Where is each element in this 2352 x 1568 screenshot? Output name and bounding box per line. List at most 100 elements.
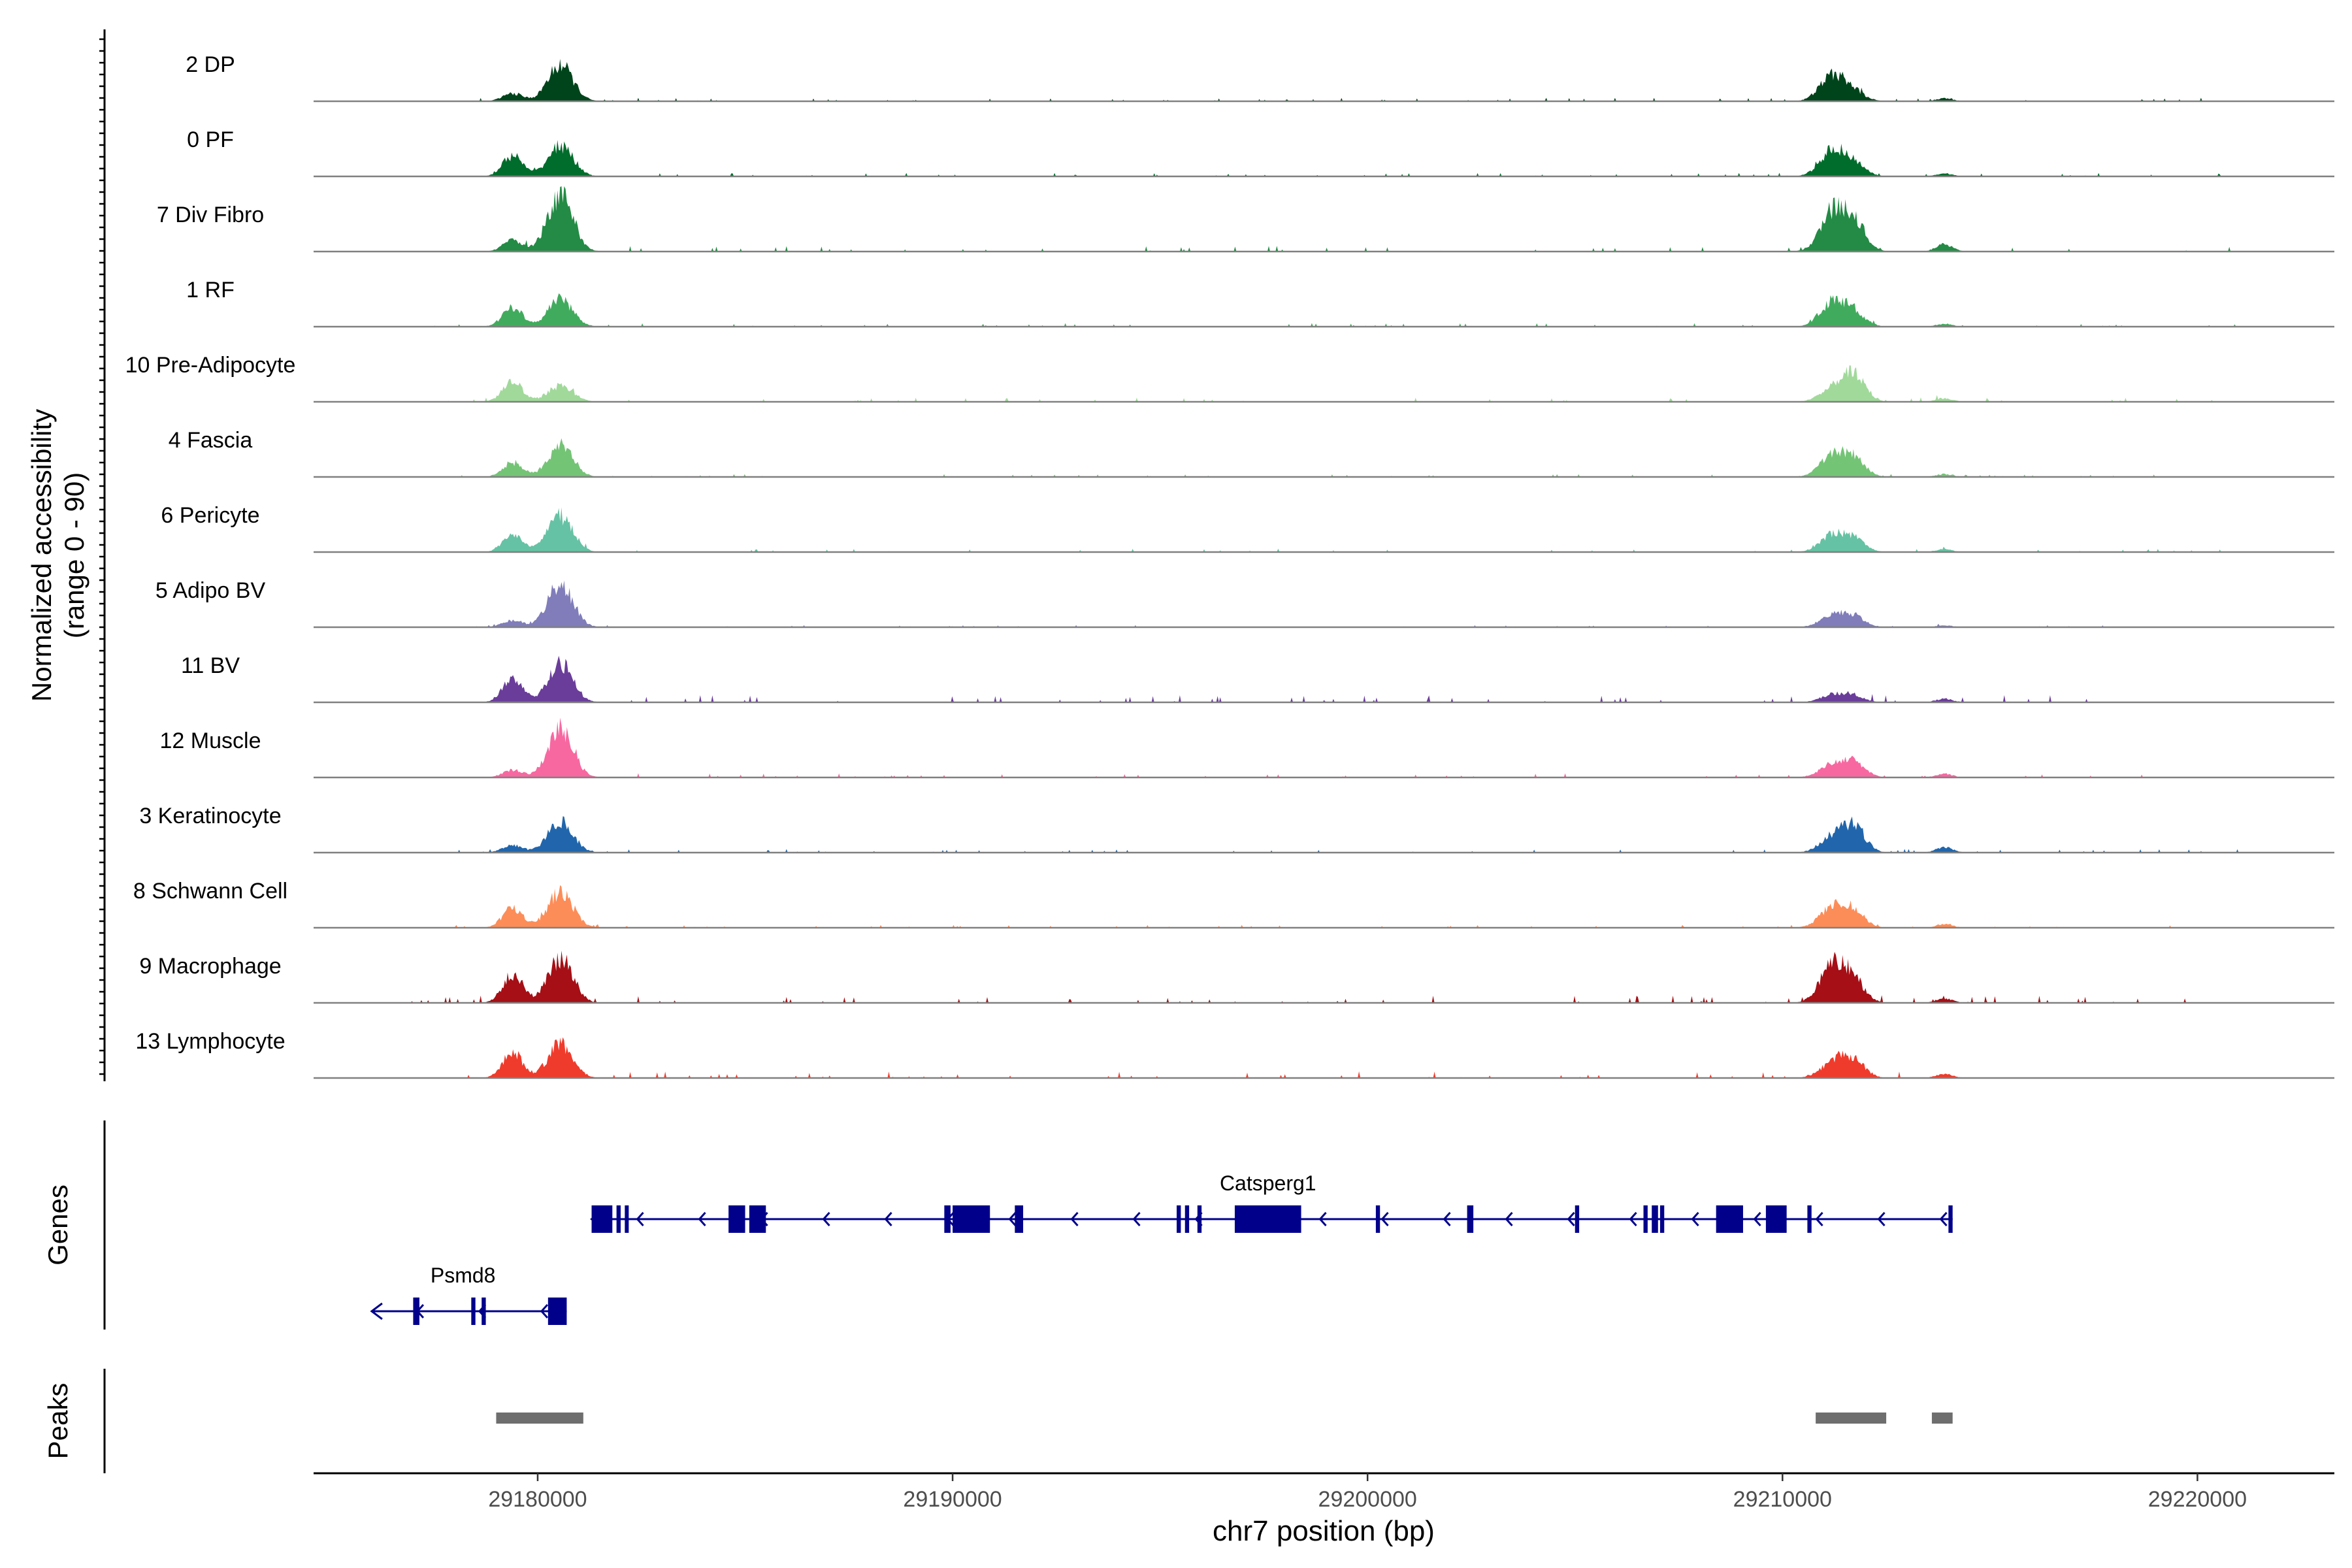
coverage-area <box>314 655 2334 702</box>
exon <box>1184 1205 1190 1233</box>
exon <box>1659 1205 1665 1233</box>
coverage-area <box>314 293 2334 327</box>
track-label: 10 Pre-Adipocyte <box>125 353 296 378</box>
exon <box>471 1298 476 1325</box>
track-label: 1 RF <box>186 278 235 302</box>
strand-arrow <box>698 1211 706 1227</box>
exon <box>1716 1205 1743 1233</box>
x-tick-label: 29220000 <box>2148 1487 2247 1512</box>
gene-annotations: Catsperg1 Psmd8 <box>370 1171 1953 1325</box>
exon <box>1467 1205 1474 1233</box>
x-tick-label: 29180000 <box>488 1487 587 1512</box>
track-label: 7 Div Fibro <box>157 203 264 227</box>
track-4: 1 RF <box>186 278 2334 328</box>
track-14: 13 Lymphocyte <box>135 1029 2334 1079</box>
gene-label: Psmd8 <box>431 1264 496 1287</box>
track-label: 2 DP <box>186 52 235 77</box>
coverage-area <box>314 507 2334 552</box>
track-label: 4 Fascia <box>169 428 253 453</box>
exon <box>1652 1205 1658 1233</box>
track-label: 0 PF <box>187 127 234 152</box>
x-axis-title: chr7 position (bp) <box>1213 1515 1435 1547</box>
exon <box>413 1298 419 1325</box>
track-label: 6 Pericyte <box>161 503 259 528</box>
track-label: 13 Lymphocyte <box>135 1029 285 1054</box>
coverage-tracks: 2 DP 0 PF 7 Div Fibro 1 RF 10 Pre-Adipocyte 4… <box>125 52 2334 1079</box>
coverage-area <box>314 140 2334 176</box>
strand-arrow <box>1815 1211 1823 1227</box>
genes-title: Genes <box>42 1184 73 1266</box>
strand-arrow <box>1132 1211 1141 1227</box>
coverage-area <box>314 717 2334 777</box>
coverage-y-title: Normalized accessibility <box>26 409 57 702</box>
track-10: 12 Muscle <box>160 717 2334 779</box>
strand-arrow <box>1629 1211 1637 1227</box>
track-2: 0 PF <box>187 127 2334 178</box>
coverage-y-subtitle: (range 0 - 90) <box>59 472 90 638</box>
exon <box>591 1205 613 1233</box>
exon <box>1375 1205 1380 1233</box>
peaks-title: Peaks <box>42 1383 73 1460</box>
exon <box>1807 1205 1812 1233</box>
strand-arrow <box>884 1211 892 1227</box>
strand-arrow <box>370 1302 383 1320</box>
track-3: 7 Div Fibro <box>157 186 2334 253</box>
exon <box>1177 1205 1181 1233</box>
coverage-area <box>314 951 2334 1003</box>
exon <box>482 1298 486 1325</box>
exon <box>616 1205 621 1233</box>
gene-catsperg1: Catsperg1 <box>590 1171 1953 1233</box>
track-5: 10 Pre-Adipocyte <box>125 353 2334 403</box>
exon <box>728 1205 745 1233</box>
track-label: 3 Keratinocyte <box>139 804 281 828</box>
gene-label: Catsperg1 <box>1220 1171 1316 1195</box>
x-tick-label: 29190000 <box>903 1487 1002 1512</box>
exon <box>1197 1205 1202 1233</box>
track-label: 11 BV <box>181 653 240 678</box>
peak-region <box>1816 1413 1887 1424</box>
exon <box>1948 1205 1953 1233</box>
x-tick-label: 29210000 <box>1733 1487 1832 1512</box>
peak-region <box>1931 1413 1953 1424</box>
strand-arrow <box>1753 1211 1761 1227</box>
track-label: 12 Muscle <box>160 728 261 753</box>
exon <box>1234 1205 1301 1233</box>
strand-arrow <box>1070 1211 1079 1227</box>
strand-arrow <box>1691 1211 1699 1227</box>
coverage-area <box>314 59 2334 101</box>
exon <box>953 1205 990 1233</box>
track-6: 4 Fascia <box>169 428 2334 478</box>
exon <box>547 1298 567 1325</box>
strand-arrow <box>540 1303 549 1319</box>
coverage-area <box>314 438 2334 477</box>
exon <box>1643 1205 1648 1233</box>
track-label: 5 Adipo BV <box>155 578 266 603</box>
gene-psmd8: Psmd8 <box>370 1264 567 1325</box>
track-label: 9 Macrophage <box>139 954 281 979</box>
x-axis-ticks: 29180000 29190000 29200000 29210000 29220000 <box>488 1473 2247 1512</box>
strand-arrow <box>1008 1211 1017 1227</box>
exon <box>625 1205 629 1233</box>
track-12: 8 Schwann Cell <box>133 879 2334 929</box>
track-13: 9 Macrophage <box>139 951 2334 1004</box>
coverage-area <box>314 580 2334 627</box>
x-tick-label: 29200000 <box>1318 1487 1417 1512</box>
strand-arrow <box>1877 1211 1886 1227</box>
strand-arrow <box>1505 1211 1513 1227</box>
strand-arrow <box>822 1211 830 1227</box>
coverage-area <box>314 186 2334 252</box>
exon <box>1575 1205 1580 1233</box>
coverage-area <box>314 816 2334 853</box>
track-1: 2 DP <box>186 52 2334 103</box>
strand-arrow <box>1443 1211 1451 1227</box>
track-11: 3 Keratinocyte <box>139 804 2334 854</box>
track-8: 5 Adipo BV <box>155 578 2334 629</box>
strand-arrow <box>1567 1211 1575 1227</box>
track-7: 6 Pericyte <box>161 503 2334 553</box>
track-label: 8 Schwann Cell <box>133 879 287 904</box>
strand-arrow <box>1380 1211 1389 1227</box>
coverage-area <box>314 885 2334 928</box>
track-9: 11 BV <box>181 653 2334 704</box>
strand-arrow <box>1939 1211 1948 1227</box>
